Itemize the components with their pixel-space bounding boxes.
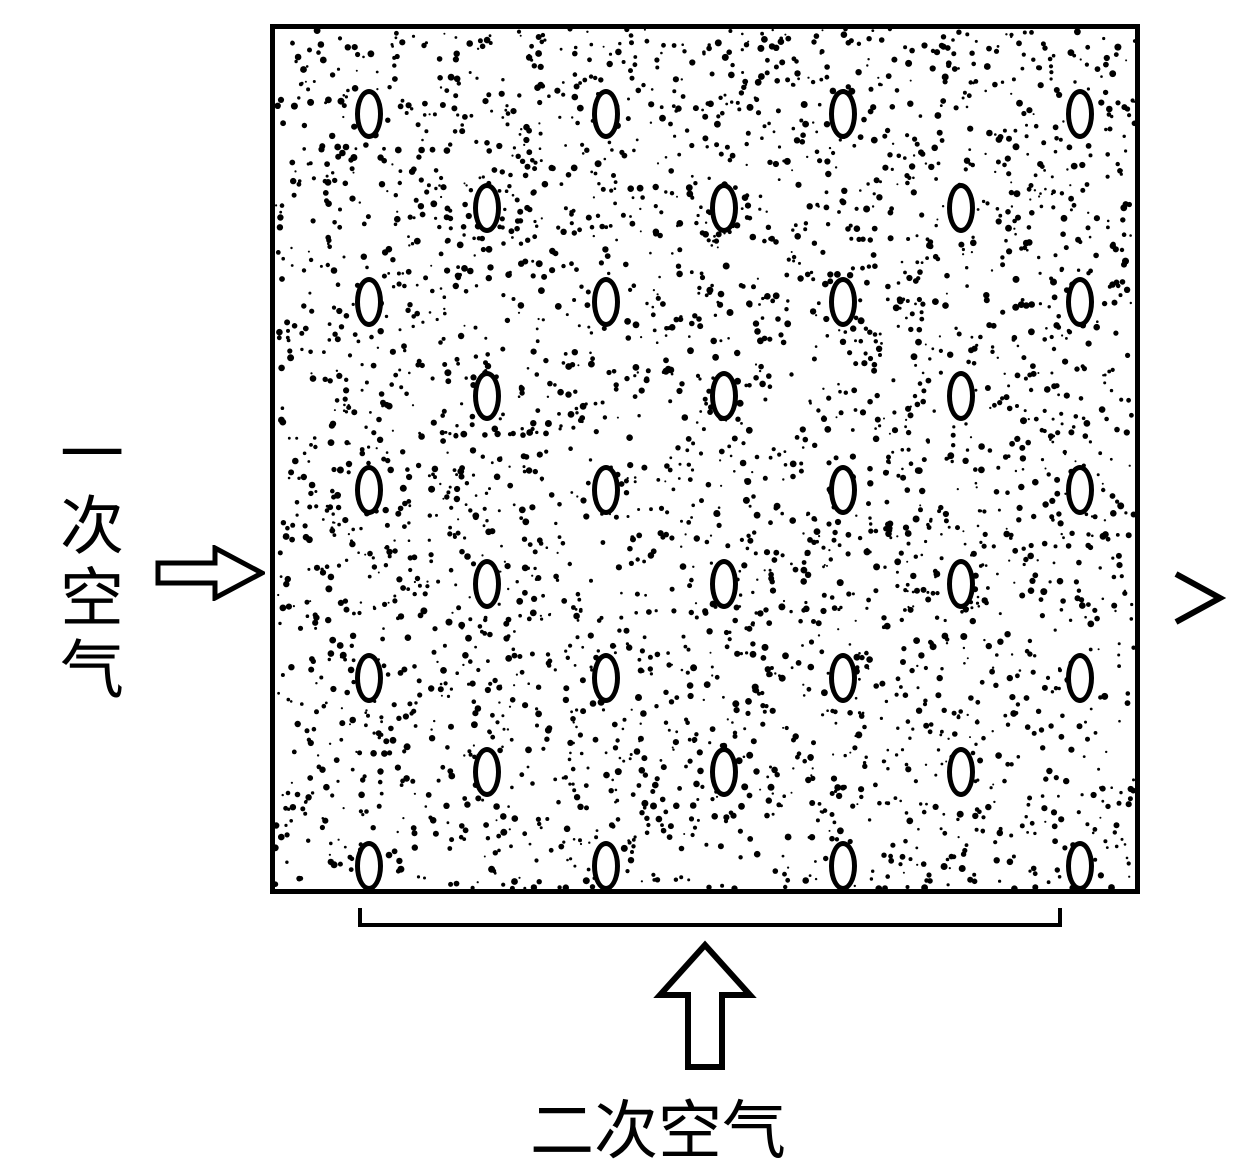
grid-ellipse — [1066, 277, 1094, 327]
grid-ellipse — [710, 371, 738, 421]
grid-ellipse — [592, 89, 620, 139]
grid-ellipse — [947, 747, 975, 797]
grid-ellipse — [829, 89, 857, 139]
grid-ellipse — [947, 559, 975, 609]
grid-ellipse — [592, 841, 620, 891]
grid-ellipse — [355, 653, 383, 703]
grid-ellipse — [947, 183, 975, 233]
diagram-root: 一次空气 二次空气 — [0, 0, 1239, 1164]
chamber-box — [270, 24, 1140, 894]
grid-ellipse — [710, 559, 738, 609]
primary-air-arrow — [155, 545, 265, 606]
secondary-air-arrow — [650, 940, 760, 1075]
grid-ellipse — [473, 747, 501, 797]
grid-ellipse — [829, 653, 857, 703]
grid-ellipse — [1066, 653, 1094, 703]
grid-ellipse — [355, 89, 383, 139]
grid-ellipse — [1066, 89, 1094, 139]
grid-ellipse — [829, 465, 857, 515]
grid-ellipse — [355, 465, 383, 515]
primary-air-label: 一次空气 — [40, 420, 132, 708]
grid-ellipse — [710, 183, 738, 233]
grid-ellipse — [473, 559, 501, 609]
grid-ellipse — [473, 183, 501, 233]
secondary-air-bracket — [355, 905, 1065, 944]
grid-ellipse — [829, 841, 857, 891]
grid-ellipse — [355, 277, 383, 327]
grid-ellipse — [710, 747, 738, 797]
grid-ellipse — [355, 841, 383, 891]
grid-ellipse — [473, 371, 501, 421]
secondary-air-label: 二次空气 — [530, 1080, 786, 1172]
grid-ellipse — [947, 371, 975, 421]
grid-ellipse — [1066, 465, 1094, 515]
grid-ellipse — [829, 277, 857, 327]
grid-ellipse — [592, 277, 620, 327]
grid-ellipse — [1066, 841, 1094, 891]
grid-ellipse — [592, 465, 620, 515]
grid-ellipse — [592, 653, 620, 703]
output-arrow — [1170, 570, 1226, 631]
speckle-texture — [275, 29, 1135, 889]
